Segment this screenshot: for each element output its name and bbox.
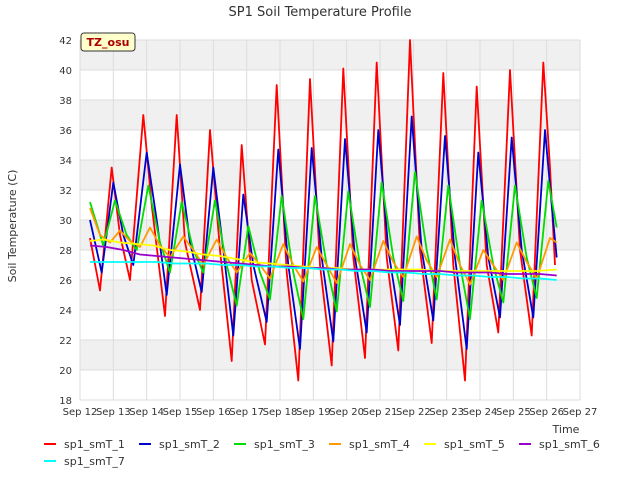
y-tick-label: 28: [59, 246, 72, 257]
legend-label: sp1_smT_6: [539, 438, 600, 451]
x-tick-label: Sep 20: [329, 407, 364, 418]
series-line-sp1_smT_2: [89, 115, 558, 350]
x-tick-label: Sep 14: [129, 407, 164, 418]
legend-label: sp1_smT_2: [159, 438, 220, 451]
legend: sp1_smT_1 sp1_smT_2 sp1_smT_3 sp1_smT_4 sp1_…: [44, 438, 600, 468]
series-line-sp1_smT_7: [90, 261, 557, 281]
site-badge-label: TZ_osu: [87, 36, 130, 49]
x-tick-label: Sep 13: [96, 407, 131, 418]
x-tick-label: Sep 22: [396, 407, 431, 418]
y-tick-label: 24: [59, 306, 72, 317]
series-line-sp1_smT_6: [89, 244, 557, 277]
x-tick-label: Sep 23: [429, 407, 464, 418]
y-tick-label: 40: [59, 66, 72, 77]
x-tick-label: Sep 26: [529, 407, 564, 418]
x-tick-label: Sep 25: [496, 407, 531, 418]
y-tick-label: 36: [59, 126, 72, 137]
plot-band: [80, 100, 580, 130]
legend-label: sp1_smT_1: [64, 438, 125, 451]
series-line-sp1_smT_1: [89, 39, 556, 382]
site-badge: TZ_osu: [80, 32, 136, 52]
legend-label: sp1_smT_7: [64, 455, 125, 468]
x-tick-label: Sep 12: [63, 407, 98, 418]
plot-band: [80, 160, 580, 190]
data-series: [89, 39, 558, 382]
y-tick-label: 42: [59, 36, 72, 47]
x-tick-label: Sep 19: [296, 407, 331, 418]
plot-band: [80, 220, 580, 250]
y-tick-label: 18: [59, 396, 72, 407]
y-tick-label: 20: [59, 366, 72, 377]
x-tick-label: Sep 17: [229, 407, 264, 418]
x-tick-label: Sep 15: [163, 407, 198, 418]
x-tick-label: Sep 24: [463, 407, 498, 418]
x-tick-label: Sep 21: [363, 407, 398, 418]
y-tick-label: 26: [59, 276, 72, 287]
y-tick-label: 22: [59, 336, 72, 347]
y-axis-ticks: 18 20 22 24 26 28 30 32 34 36 38 40 42: [59, 36, 72, 407]
x-tick-label: Sep 16: [196, 407, 231, 418]
gridlines: [79, 39, 581, 401]
y-tick-label: 32: [59, 186, 72, 197]
y-tick-label: 30: [59, 216, 72, 227]
legend-label: sp1_smT_5: [444, 438, 505, 451]
chart-title: SP1 Soil Temperature Profile: [229, 5, 412, 20]
y-axis-label: Soil Temperature (C): [6, 170, 19, 283]
x-tick-label: Sep 18: [263, 407, 298, 418]
legend-label: sp1_smT_4: [349, 438, 410, 451]
x-axis-label: Time: [552, 423, 580, 436]
legend-label: sp1_smT_3: [254, 438, 315, 451]
y-tick-label: 38: [59, 96, 72, 107]
plot-band: [80, 40, 580, 70]
x-tick-label: Sep 27: [563, 407, 598, 418]
y-tick-label: 34: [59, 156, 72, 167]
